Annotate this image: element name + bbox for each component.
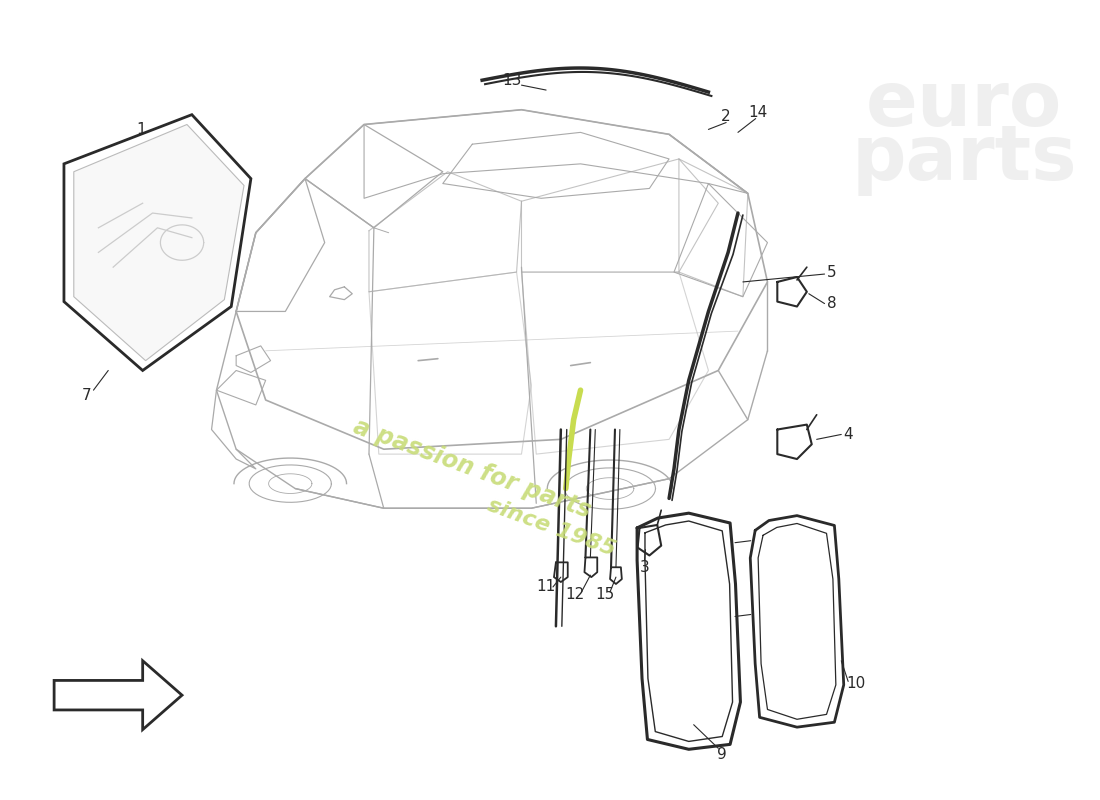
Text: 7: 7 xyxy=(81,387,91,402)
Text: 12: 12 xyxy=(565,587,584,602)
Text: euro: euro xyxy=(866,68,1063,142)
Text: 15: 15 xyxy=(595,587,615,602)
Text: parts: parts xyxy=(851,122,1077,196)
Text: 2: 2 xyxy=(722,109,732,124)
Text: since 1985: since 1985 xyxy=(484,495,618,560)
Text: a passion for parts: a passion for parts xyxy=(350,414,594,523)
Text: 3: 3 xyxy=(639,560,649,574)
Text: 4: 4 xyxy=(844,427,852,442)
Text: 13: 13 xyxy=(502,73,521,88)
Polygon shape xyxy=(74,125,244,361)
Text: 9: 9 xyxy=(717,746,727,762)
Polygon shape xyxy=(64,114,251,370)
Text: 1: 1 xyxy=(136,122,145,137)
Text: 11: 11 xyxy=(537,579,556,594)
Text: 5: 5 xyxy=(826,265,836,279)
Polygon shape xyxy=(54,661,182,730)
Text: 10: 10 xyxy=(846,676,866,691)
Text: 8: 8 xyxy=(826,296,836,311)
Text: 14: 14 xyxy=(748,105,768,120)
